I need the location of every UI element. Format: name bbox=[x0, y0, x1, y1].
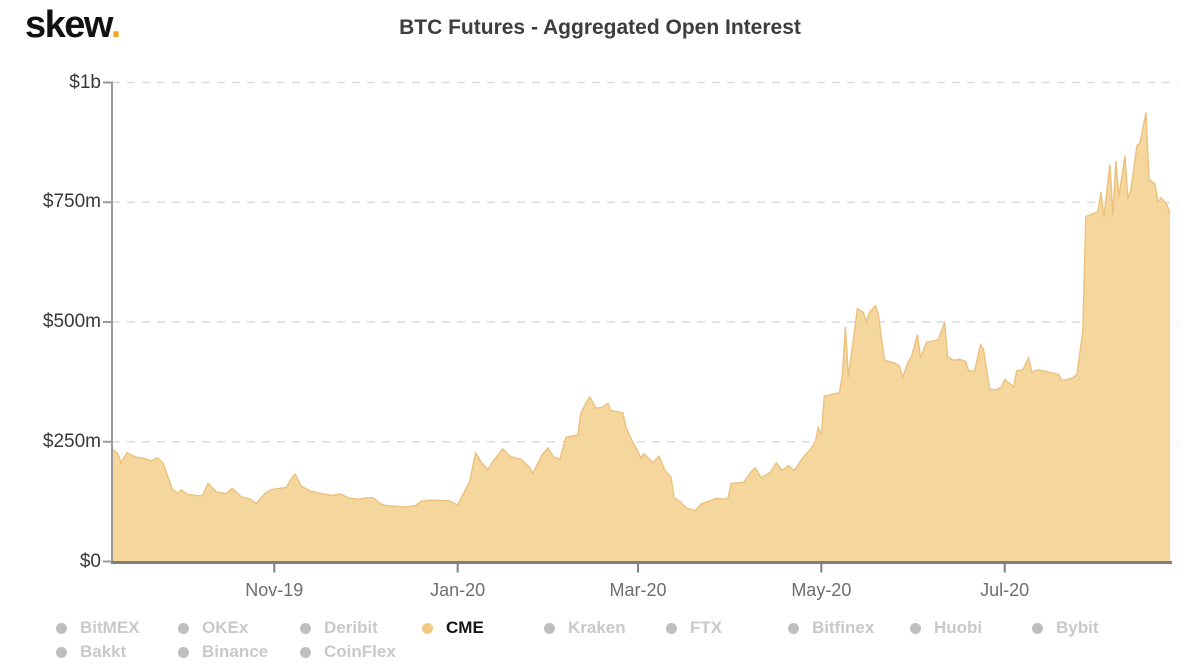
legend-item-huobi[interactable]: Huobi bbox=[910, 617, 982, 639]
legend-item-bitmex[interactable]: BitMEX bbox=[56, 617, 140, 639]
legend-dot-bitfinex bbox=[788, 622, 799, 634]
skew-logo[interactable]: skew. bbox=[25, 4, 122, 47]
legend-item-kraken[interactable]: Kraken bbox=[544, 617, 626, 639]
y-axis-label-$750m: $750m bbox=[42, 191, 101, 213]
legend-dot-cme bbox=[422, 622, 433, 634]
legend-label-ftx: FTX bbox=[690, 618, 723, 637]
cme-area-edge bbox=[111, 112, 1171, 512]
legend-label-bybit: Bybit bbox=[1056, 618, 1099, 637]
legend-dot-huobi bbox=[910, 622, 921, 634]
legend-dot-bitmex bbox=[56, 622, 67, 634]
legend-dot-okex bbox=[178, 622, 189, 634]
legend-label-kraken: Kraken bbox=[568, 618, 626, 637]
legend-item-deribit[interactable]: Deribit bbox=[300, 617, 378, 639]
x-axis-label-Jan-20: Jan-20 bbox=[430, 580, 486, 600]
legend-label-coinflex: CoinFlex bbox=[324, 642, 396, 661]
skew-logo-text: skew bbox=[25, 4, 112, 46]
skew-logo-dot: . bbox=[110, 4, 122, 46]
legend-label-deribit: Deribit bbox=[324, 618, 378, 637]
cme-area-series[interactable] bbox=[112, 112, 1170, 562]
x-axis-label-Mar-20: Mar-20 bbox=[609, 580, 667, 600]
legend-dot-bakkt bbox=[56, 646, 67, 658]
legend-item-cme[interactable]: CME bbox=[422, 617, 484, 639]
legend-label-bakkt: Bakkt bbox=[80, 642, 127, 661]
legend-dot-bybit bbox=[1032, 622, 1043, 634]
legend-dot-kraken bbox=[544, 622, 555, 634]
y-axis-label-$1b: $1b bbox=[69, 71, 101, 93]
y-axis-label-$0: $0 bbox=[79, 550, 101, 572]
legend-item-bybit[interactable]: Bybit bbox=[1032, 617, 1099, 639]
legend-dot-binance bbox=[178, 646, 189, 658]
y-axis-label-$500m: $500m bbox=[42, 311, 101, 332]
legend-item-bakkt[interactable]: Bakkt bbox=[56, 641, 126, 663]
legend-label-okex: OKEx bbox=[202, 618, 249, 637]
legend-item-bitfinex[interactable]: Bitfinex bbox=[788, 617, 874, 639]
legend-dot-coinflex bbox=[300, 646, 311, 658]
legend-dot-ftx bbox=[666, 622, 677, 634]
legend-label-bitfinex: Bitfinex bbox=[812, 618, 875, 637]
legend-item-ftx[interactable]: FTX bbox=[666, 617, 722, 639]
x-axis-label-Jul-20: Jul-20 bbox=[980, 580, 1030, 600]
x-axis-label-May-20: May-20 bbox=[791, 580, 852, 600]
x-axis-label-Nov-19: Nov-19 bbox=[245, 580, 304, 600]
legend-label-cme: CME bbox=[446, 618, 484, 637]
y-axis-label-$250m: $250m bbox=[42, 430, 101, 452]
legend-dot-deribit bbox=[300, 622, 311, 634]
legend-item-okex[interactable]: OKEx bbox=[178, 617, 248, 639]
legend-label-binance: Binance bbox=[202, 642, 269, 661]
chart-title: BTC Futures - Aggregated Open Interest bbox=[399, 16, 801, 39]
legend-label-bitmex: BitMEX bbox=[80, 618, 140, 637]
legend-item-coinflex[interactable]: CoinFlex bbox=[300, 641, 396, 663]
legend-item-binance[interactable]: Binance bbox=[178, 641, 268, 663]
legend-label-huobi: Huobi bbox=[934, 618, 983, 637]
